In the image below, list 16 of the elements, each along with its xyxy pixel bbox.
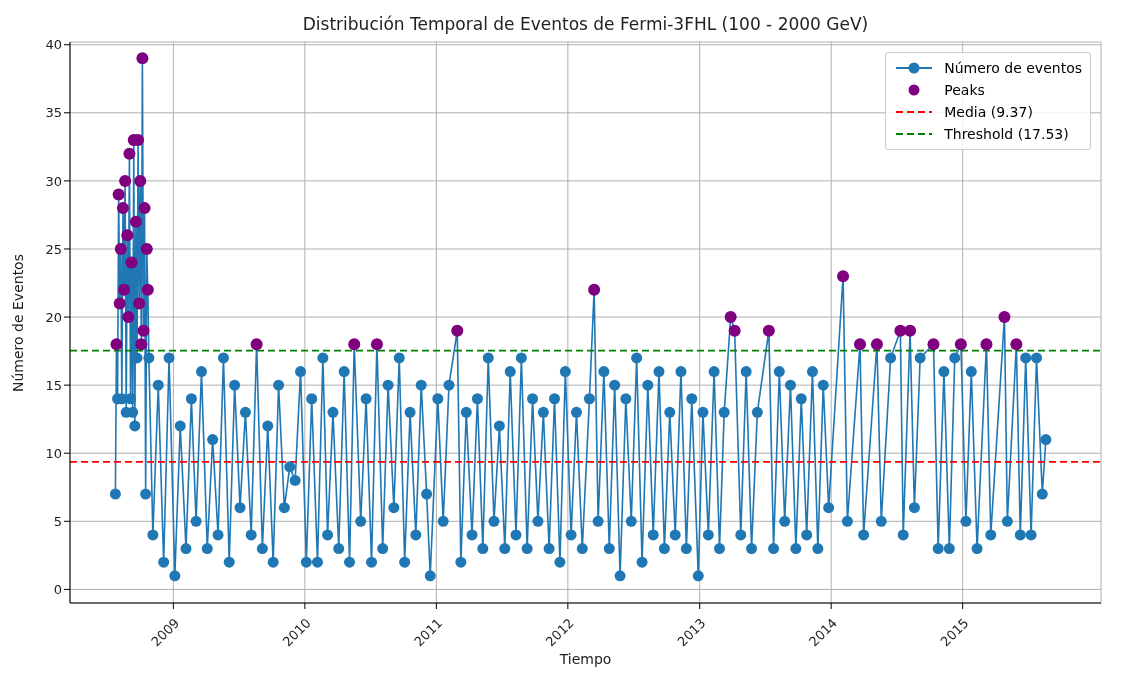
y-tick-label: 5 <box>53 513 62 529</box>
legend-label: Peaks <box>944 82 985 98</box>
y-tick-label: 30 <box>45 173 62 189</box>
y-tick-label: 0 <box>53 582 62 597</box>
legend-label: Threshold (17.53) <box>944 126 1069 142</box>
chart-title: Distribución Temporal de Eventos de Fermi-3FHL (100 - 2000 GeV) <box>301 14 870 34</box>
x-axis-title: Tiempo <box>558 651 613 667</box>
y-tick-label: 40 <box>45 37 62 53</box>
y-tick-label: 25 <box>45 241 62 257</box>
y-tick-label: 35 <box>45 105 62 121</box>
legend-label: Media (9.37) <box>944 104 1033 120</box>
y-tick-label: 10 <box>45 445 62 461</box>
legend-label: Número de eventos <box>944 60 1082 76</box>
y-tick-label: 20 <box>45 309 62 325</box>
y-tick-label: 15 <box>45 377 62 393</box>
y-axis-title: Número de Eventos <box>10 253 27 392</box>
